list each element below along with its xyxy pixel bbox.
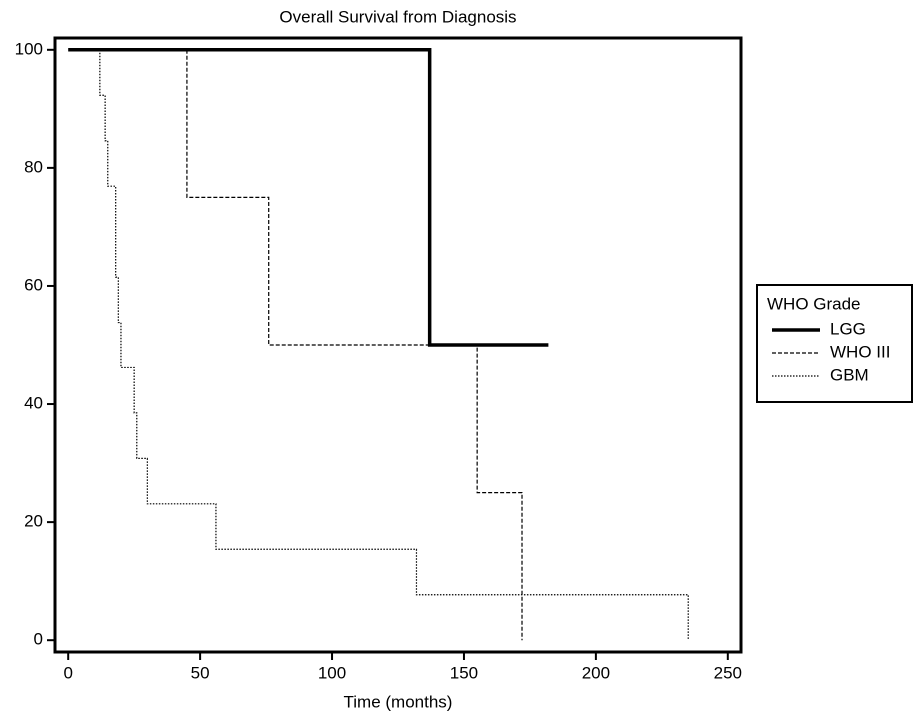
x-tick-label: 250 [714, 663, 742, 682]
plot-frame [53, 36, 743, 654]
y-tick-label: 100 [15, 39, 43, 58]
x-tick-label: 150 [450, 663, 478, 682]
legend-box [756, 284, 913, 403]
x-tick-label: 50 [191, 663, 210, 682]
x-tick-label: 0 [63, 663, 72, 682]
x-tick-label: 100 [318, 663, 346, 682]
survival-line [186, 49, 523, 641]
y-tick-label: 80 [24, 157, 43, 176]
y-tick-label: 20 [24, 512, 43, 531]
survival-line [99, 49, 689, 641]
y-tick-label: 40 [24, 394, 43, 413]
legend-label: WHO III [830, 342, 890, 361]
y-tick-label: 60 [24, 275, 43, 294]
x-axis-label: Time (months) [344, 692, 453, 711]
x-tick-label: 200 [582, 663, 610, 682]
legend: WHO Grade [756, 284, 913, 403]
legend-title: WHO Grade [767, 294, 861, 313]
survival-line [68, 48, 549, 347]
y-tick-label: 0 [34, 630, 43, 649]
legend-label: GBM [830, 365, 869, 384]
chart-title: Overall Survival from Diagnosis [279, 7, 516, 26]
legend-label: LGG [830, 319, 866, 338]
